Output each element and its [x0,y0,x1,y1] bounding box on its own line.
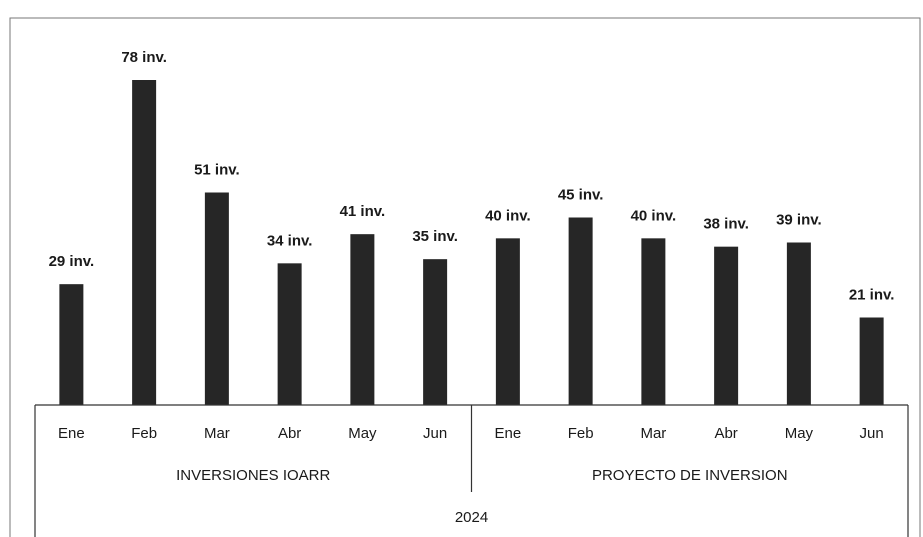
value-label: 39 inv. [776,211,822,228]
value-label: 40 inv. [485,207,531,224]
value-label: 78 inv. [121,49,167,66]
bar [641,238,666,405]
value-label: 34 inv. [267,232,313,249]
bar [132,80,157,405]
bar [495,238,520,405]
bar [786,242,811,405]
x-tick-label: Mar [204,425,230,442]
bar [568,217,593,405]
x-tick-label: Feb [568,425,594,442]
bar [423,259,448,405]
x-tick-label: May [785,425,814,442]
x-tick-label: Mar [640,425,666,442]
value-label: 51 inv. [194,161,240,178]
bar [350,234,375,405]
group-label: PROYECTO DE INVERSION [592,467,788,484]
value-label: 21 inv. [849,286,895,303]
x-tick-label: Jun [423,425,447,442]
group-label: INVERSIONES IOARR [176,467,330,484]
x-tick-label: May [348,425,377,442]
value-label: 45 inv. [558,186,604,203]
chart-frame [9,17,921,537]
x-tick-label: Ene [495,425,522,442]
x-tick-label: Abr [714,425,737,442]
value-label: 38 inv. [703,216,749,233]
value-label: 40 inv. [631,207,677,224]
bar [859,317,884,405]
x-tick-label: Jun [860,425,884,442]
x-tick-label: Abr [278,425,301,442]
bar [277,263,302,405]
value-label: 29 inv. [49,253,95,270]
bar [714,246,739,405]
x-tick-label: Ene [58,425,85,442]
value-label: 41 inv. [340,203,386,220]
x-tick-label: Feb [131,425,157,442]
bar [59,284,84,405]
year-label: 2024 [455,509,488,526]
value-label: 35 inv. [412,228,458,245]
bar [204,192,229,405]
